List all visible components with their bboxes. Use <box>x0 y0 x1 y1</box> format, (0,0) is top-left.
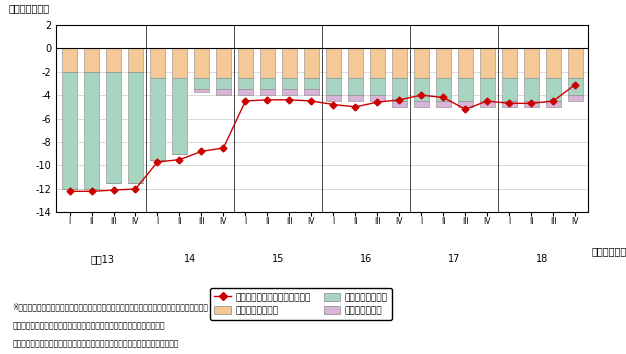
Bar <box>326 78 341 95</box>
Bar <box>347 48 363 78</box>
Bar <box>238 48 253 78</box>
Bar <box>304 89 319 95</box>
Bar <box>194 48 209 78</box>
Bar <box>216 48 231 78</box>
Text: ※　情報通信関連機器：固定電話機、移動電話機、テレビ（ブラウン管、薄型）、パソコン等: ※ 情報通信関連機器：固定電話機、移動電話機、テレビ（ブラウン管、薄型）、パソコ… <box>13 303 208 312</box>
Bar <box>326 48 341 78</box>
Bar <box>62 48 77 72</box>
Bar <box>282 48 297 78</box>
Bar <box>304 48 319 78</box>
Bar <box>436 78 451 101</box>
Text: 14: 14 <box>184 254 197 264</box>
Bar <box>128 72 143 183</box>
Bar <box>238 78 253 89</box>
Text: 通信・放送受信料：電話通話料、放送受信料、インターネット接続料: 通信・放送受信料：電話通話料、放送受信料、インターネット接続料 <box>13 321 165 330</box>
Bar <box>84 48 99 72</box>
Bar <box>546 48 561 78</box>
Bar <box>194 78 209 89</box>
Bar <box>260 78 275 89</box>
Text: 平成13: 平成13 <box>91 254 115 264</box>
Bar <box>128 48 143 72</box>
Text: 17: 17 <box>448 254 461 264</box>
Bar <box>392 78 407 101</box>
Bar <box>172 48 187 78</box>
Bar <box>370 95 385 101</box>
Text: 16: 16 <box>360 254 372 264</box>
Bar <box>106 48 121 72</box>
Bar <box>370 78 385 95</box>
Bar <box>568 78 583 95</box>
Bar <box>347 78 363 95</box>
Bar <box>546 78 561 101</box>
Text: （年／四半期）: （年／四半期） <box>591 246 626 256</box>
Bar <box>106 72 121 183</box>
Bar <box>260 48 275 78</box>
Bar <box>501 101 517 107</box>
Bar <box>480 101 495 107</box>
Bar <box>568 95 583 101</box>
Bar <box>523 101 539 107</box>
Bar <box>436 101 451 107</box>
Bar <box>458 48 473 78</box>
Bar <box>480 48 495 78</box>
Bar <box>172 78 187 154</box>
Bar <box>216 89 231 95</box>
Bar <box>414 101 429 107</box>
Text: 15: 15 <box>272 254 285 264</box>
Text: コンテンツ関連：テレビゲーム、書籍・他の印刷物、映像・音響メディア等: コンテンツ関連：テレビゲーム、書籍・他の印刷物、映像・音響メディア等 <box>13 339 179 348</box>
Bar <box>414 48 429 78</box>
Bar <box>62 72 77 189</box>
Legend: 情報通信関連の消費者物価指数, 情報通信関連機器, 通信・放送受信料, コンテンツ関連: 情報通信関連の消費者物価指数, 情報通信関連機器, 通信・放送受信料, コンテン… <box>210 288 393 320</box>
Bar <box>150 78 165 160</box>
Bar <box>568 48 583 78</box>
Bar <box>436 48 451 78</box>
Bar <box>523 48 539 78</box>
Bar <box>523 78 539 101</box>
Bar <box>326 95 341 101</box>
Text: （前年比、％）: （前年比、％） <box>9 4 49 13</box>
Bar <box>546 101 561 107</box>
Bar <box>304 78 319 89</box>
Bar <box>501 78 517 101</box>
Bar <box>84 72 99 189</box>
Bar <box>347 95 363 101</box>
Bar <box>392 101 407 107</box>
Bar <box>282 89 297 95</box>
Bar <box>414 78 429 101</box>
Bar <box>392 48 407 78</box>
Bar <box>458 101 473 107</box>
Bar <box>194 89 209 92</box>
Bar <box>370 48 385 78</box>
Bar <box>480 78 495 101</box>
Bar <box>501 48 517 78</box>
Bar <box>458 78 473 101</box>
Text: 18: 18 <box>536 254 548 264</box>
Bar <box>260 89 275 95</box>
Bar <box>282 78 297 89</box>
Bar <box>238 89 253 95</box>
Bar <box>216 78 231 89</box>
Bar <box>150 48 165 78</box>
